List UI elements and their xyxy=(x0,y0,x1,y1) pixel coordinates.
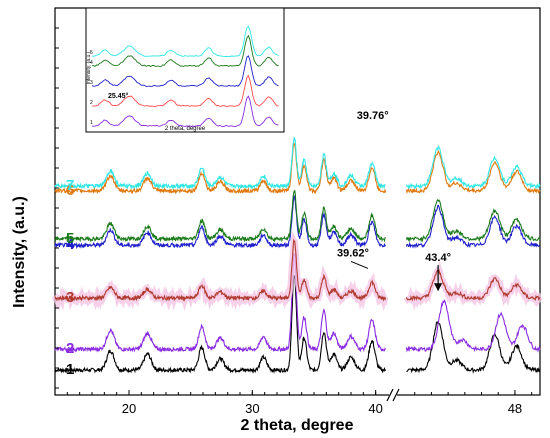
x-tick-label: 20 xyxy=(122,401,136,416)
x-tick-label: 30 xyxy=(245,401,259,416)
series-1-line xyxy=(54,274,387,374)
series-layer xyxy=(52,136,543,374)
series-label-7: 7 xyxy=(66,177,74,194)
axis-break xyxy=(386,387,400,403)
inset-series-line xyxy=(91,25,279,58)
inset-y-label: Intensity, (a.u.) xyxy=(86,51,92,84)
inset-frame xyxy=(85,7,285,133)
annotation-arrowhead xyxy=(434,283,443,292)
plot-frame xyxy=(54,7,541,403)
series-3-line xyxy=(54,238,387,302)
x-axis-label: 2 theta, degree xyxy=(241,417,354,434)
series-7-line xyxy=(405,144,541,190)
series-4-line xyxy=(54,194,386,250)
x-ticks: 20 30 40 48 xyxy=(55,27,533,416)
inset-series-label: 1 xyxy=(90,120,93,126)
inset-series-label: 4 xyxy=(90,60,93,66)
inset-series-line xyxy=(92,74,279,108)
series-6-line xyxy=(54,142,387,195)
series-label-2: 2 xyxy=(66,340,74,357)
inset-series-label: 5 xyxy=(90,50,93,56)
series-label-3: 3 xyxy=(66,289,74,306)
plot-border xyxy=(54,7,541,396)
inset-chart: 1 2 3 4 5 25.45° 2 theta, degree Intensity, (a.… xyxy=(85,7,285,133)
series-6-line xyxy=(405,149,541,195)
y-axis-label: Intensity, (a.u.) xyxy=(11,196,28,308)
annotations: 39.76° 39.62° 43.4° xyxy=(337,110,451,292)
x-tick-label: 40 xyxy=(368,401,382,416)
inset-series-line xyxy=(91,95,279,128)
annotation-label: 39.62° xyxy=(337,247,369,259)
annotation-arrow xyxy=(350,260,369,269)
annotation-label: 39.76° xyxy=(357,110,389,122)
series-label-1: 1 xyxy=(66,361,74,378)
series-label-6: 6 xyxy=(66,182,74,199)
inset-series-label: 3 xyxy=(90,80,93,86)
series-3-line xyxy=(405,268,541,302)
series-label-5: 5 xyxy=(66,230,74,247)
series-5-line xyxy=(54,190,386,243)
series-2-line xyxy=(405,299,541,353)
annotation-label: 43.4° xyxy=(425,252,451,264)
inset-annotation: 25.45° xyxy=(108,92,129,100)
series-5-line xyxy=(405,198,541,243)
series-label-4: 4 xyxy=(66,236,75,253)
series-4-line xyxy=(405,204,541,249)
inset-series-line xyxy=(91,34,279,68)
inset-series-label: 2 xyxy=(90,100,93,106)
series-2-line xyxy=(54,252,386,354)
series-1-line xyxy=(406,320,541,374)
series-7-line xyxy=(54,136,386,190)
inset-series-line xyxy=(91,55,279,87)
inset-x-label: 2 theta, degree xyxy=(165,126,206,132)
x-tick-label: 48 xyxy=(508,401,522,416)
